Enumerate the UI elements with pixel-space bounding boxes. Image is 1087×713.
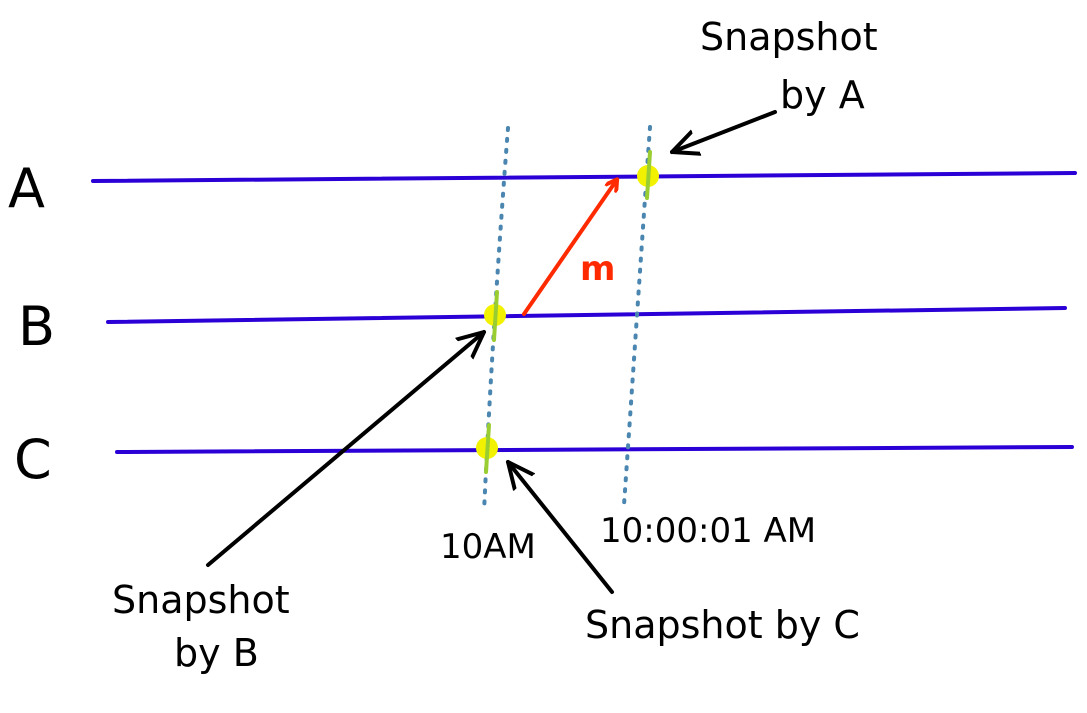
snapshot-a-label-line2: by A: [780, 73, 865, 117]
process-label-c: C: [14, 428, 52, 491]
snapshot-c-arrow: [506, 460, 614, 594]
snapshot-marker-b: [484, 290, 506, 342]
process-label-a: A: [8, 157, 45, 220]
process-line-b: [106, 306, 1067, 324]
message-arrow: [522, 181, 616, 316]
message-label: m: [580, 249, 615, 289]
snapshot-c-label: Snapshot by C: [585, 603, 860, 647]
process-label-b: B: [18, 295, 55, 358]
time-label-10am: 10AM: [440, 527, 536, 567]
snapshot-marker-c: [476, 423, 498, 474]
snapshot-b-arrow: [206, 330, 486, 567]
time-label-10-00-01am: 10:00:01 AM: [600, 511, 816, 551]
process-line-a: [91, 171, 1077, 183]
snapshot-a-label-line1: Snapshot: [700, 15, 878, 59]
snapshot-marker-a: [637, 150, 659, 200]
snapshot-b-label-line1: Snapshot: [112, 578, 290, 622]
snapshot-b-label-line2: by B: [174, 631, 259, 675]
snapshot-a-arrow: [670, 110, 777, 152]
process-line-c: [115, 445, 1074, 454]
